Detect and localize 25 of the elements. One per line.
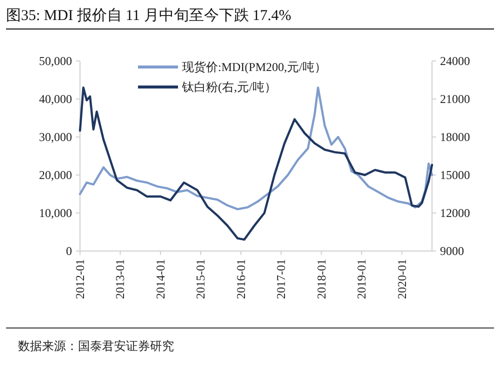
x-tick-label: 2019-01 [354,259,369,299]
x-tick-label: 2015-01 [194,259,208,299]
x-tick-label: 2012-01 [73,259,87,299]
y-tick-label: 10,000 [39,206,72,220]
x-tick-label: 2016-01 [234,259,248,299]
y-tick-label: 20,000 [39,168,72,182]
x-tick-label: 2020-01 [394,259,409,299]
chart-title: 图35: MDI 报价自 11 月中旬至今下跌 17.4% [6,7,292,24]
x-tick-label: 2014-01 [153,259,168,299]
x-tick-label: 2018-01 [314,259,328,299]
y-tick-label: 40,000 [39,92,72,106]
y2-tick-label: 9000 [440,244,464,258]
y2-tick-label: 24000 [440,54,470,68]
y-tick-label: 50,000 [39,54,72,68]
source-note: 数据来源：国泰君安证券研究 [18,339,174,353]
y2-tick-label: 15000 [440,168,470,182]
y-tick-label: 30,000 [39,130,72,144]
legend-label: 钛白粉(右,元/吨） [181,80,276,94]
y2-tick-label: 21000 [440,92,470,106]
y2-tick-label: 18000 [440,130,470,144]
legend-label: 现货价:MDI(PM200,元/吨） [182,60,326,74]
y-tick-label: 0 [66,244,72,258]
x-tick-label: 2013-01 [113,259,128,299]
x-tick-label: 2017-01 [274,259,288,299]
y2-tick-label: 12000 [440,206,470,220]
